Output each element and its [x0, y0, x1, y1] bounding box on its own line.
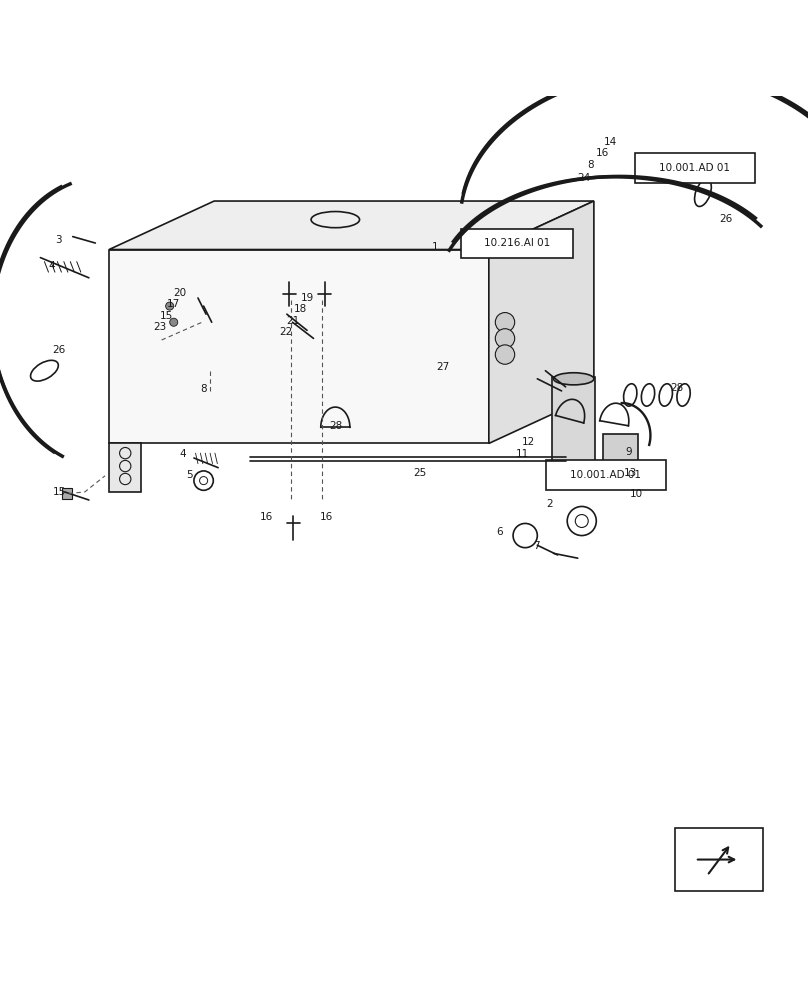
Text: 21: 21	[286, 316, 299, 326]
Text: 13: 13	[624, 468, 637, 478]
FancyBboxPatch shape	[635, 153, 755, 183]
Text: 10.001.AD 01: 10.001.AD 01	[659, 163, 730, 173]
Text: 28: 28	[671, 383, 684, 393]
FancyBboxPatch shape	[62, 488, 72, 499]
Text: 16: 16	[260, 512, 273, 522]
Text: 23: 23	[154, 322, 166, 332]
Polygon shape	[109, 443, 141, 492]
Text: 28: 28	[330, 421, 343, 431]
Polygon shape	[489, 201, 594, 443]
Text: 15: 15	[160, 311, 173, 321]
Text: 10.216.AI 01: 10.216.AI 01	[484, 238, 550, 248]
Text: 10.001.AD 01: 10.001.AD 01	[570, 470, 642, 480]
FancyBboxPatch shape	[461, 229, 573, 258]
Polygon shape	[109, 201, 594, 250]
Text: 27: 27	[436, 362, 449, 372]
Text: 10: 10	[630, 489, 643, 499]
Text: 22: 22	[280, 327, 292, 337]
Text: 2: 2	[546, 499, 553, 509]
Text: 4: 4	[179, 449, 186, 459]
Text: 25: 25	[414, 468, 427, 478]
Circle shape	[495, 345, 515, 364]
Text: 11: 11	[516, 449, 528, 459]
Text: 9: 9	[625, 447, 632, 457]
FancyBboxPatch shape	[675, 828, 763, 891]
Text: 24: 24	[578, 173, 591, 183]
Text: 12: 12	[522, 437, 535, 447]
Text: 14: 14	[604, 137, 617, 147]
Ellipse shape	[553, 373, 594, 385]
Text: 3: 3	[55, 235, 61, 245]
Text: 15: 15	[53, 487, 65, 497]
FancyBboxPatch shape	[200, 292, 220, 325]
Text: 20: 20	[174, 288, 187, 298]
Text: 16: 16	[595, 148, 608, 158]
Text: 26: 26	[53, 345, 65, 355]
Text: 8: 8	[587, 160, 594, 170]
Text: 4: 4	[48, 261, 55, 271]
Text: 16: 16	[320, 512, 333, 522]
FancyBboxPatch shape	[552, 377, 595, 477]
Text: 8: 8	[200, 384, 207, 394]
Text: 7: 7	[533, 541, 540, 551]
Text: 1: 1	[432, 242, 439, 252]
Text: 19: 19	[301, 293, 314, 303]
Text: 26: 26	[719, 214, 732, 224]
Text: 6: 6	[496, 527, 503, 537]
Circle shape	[495, 329, 515, 348]
Ellipse shape	[553, 470, 594, 482]
Text: 5: 5	[186, 470, 192, 480]
Circle shape	[495, 313, 515, 332]
FancyBboxPatch shape	[109, 250, 489, 443]
Text: 17: 17	[167, 299, 180, 309]
FancyBboxPatch shape	[546, 460, 666, 490]
Circle shape	[170, 318, 178, 326]
Text: 18: 18	[294, 304, 307, 314]
Circle shape	[166, 302, 174, 310]
FancyBboxPatch shape	[603, 434, 638, 485]
